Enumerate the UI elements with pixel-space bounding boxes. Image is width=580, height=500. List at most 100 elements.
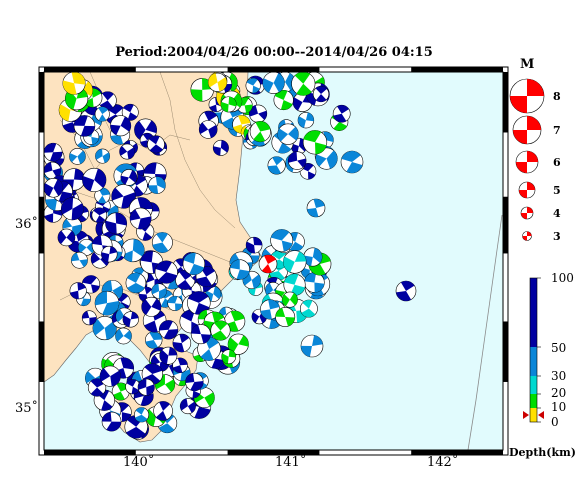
focal-mechanism bbox=[151, 232, 173, 254]
focal-mechanism bbox=[275, 307, 296, 328]
focal-mechanism bbox=[121, 103, 139, 121]
focal-mechanism bbox=[151, 283, 167, 299]
focal-mechanism bbox=[249, 120, 271, 143]
focal-mechanism bbox=[115, 327, 132, 345]
map-title: Period:2004/04/26 00:00--2014/04/26 04:1… bbox=[115, 45, 433, 60]
focal-mechanism bbox=[221, 349, 237, 365]
focal-mechanism bbox=[82, 167, 107, 193]
focal-mechanism bbox=[260, 299, 281, 320]
focal-mechanism bbox=[129, 207, 152, 230]
focal-mechanism bbox=[62, 71, 86, 95]
focal-mechanism bbox=[57, 228, 76, 247]
frame-tick-bar bbox=[227, 450, 320, 455]
focal-mechanism bbox=[229, 259, 250, 280]
magnitude-legend-ball-8 bbox=[509, 78, 545, 114]
focal-mechanism bbox=[167, 295, 183, 312]
focal-mechanism bbox=[81, 310, 97, 326]
focal-mechanism bbox=[43, 161, 62, 180]
focal-mechanism bbox=[120, 169, 138, 186]
depth-marker-right bbox=[538, 411, 544, 419]
frame-tick-bar bbox=[44, 67, 136, 72]
frame-tick-bar bbox=[227, 67, 320, 72]
focal-mechanism bbox=[125, 272, 147, 294]
focal-mechanism bbox=[172, 333, 192, 353]
lat-label-36: 36˚ bbox=[15, 217, 39, 232]
focal-mechanism bbox=[110, 115, 132, 137]
focal-mechanism bbox=[290, 137, 308, 155]
focal-mechanism bbox=[60, 197, 84, 221]
magnitude-legend-title: M bbox=[520, 57, 535, 72]
focal-mechanism bbox=[245, 77, 261, 94]
frame-tick-bar bbox=[411, 67, 503, 72]
focal-mechanism bbox=[172, 357, 188, 374]
focal-mechanism bbox=[270, 229, 294, 252]
depth-band bbox=[530, 347, 537, 376]
focal-mechanism bbox=[287, 151, 307, 170]
prefecture-border bbox=[159, 71, 236, 229]
focal-mechanism bbox=[137, 378, 155, 396]
magnitude-label-3: 3 bbox=[553, 230, 561, 243]
focal-mechanism bbox=[303, 247, 323, 267]
focal-mechanism bbox=[210, 320, 231, 341]
trench-line bbox=[467, 214, 503, 451]
focal-mechanism bbox=[182, 252, 206, 276]
focal-mechanism bbox=[207, 72, 228, 92]
frame-tick-bar bbox=[44, 450, 136, 455]
focal-mechanism bbox=[99, 365, 121, 387]
magnitude-legend-ball-4 bbox=[520, 206, 534, 220]
legend-layer bbox=[509, 78, 545, 423]
lon-label-140: 140˚ bbox=[123, 455, 155, 470]
magnitude-label-6: 6 bbox=[553, 156, 561, 169]
depth-tick-30: 30 bbox=[551, 369, 567, 383]
focal-mechanism bbox=[277, 123, 299, 145]
focal-mechanism bbox=[147, 135, 165, 154]
depth-band bbox=[530, 278, 537, 347]
latest-event-mechanism bbox=[258, 254, 278, 274]
focal-mechanism bbox=[227, 333, 249, 355]
depth-tick-50: 50 bbox=[551, 341, 567, 355]
focal-mechanism bbox=[134, 407, 150, 423]
frame-tick-bar bbox=[39, 196, 44, 254]
focal-mechanism bbox=[111, 184, 136, 209]
depth-tick-20: 20 bbox=[551, 386, 567, 400]
focal-mechanism bbox=[159, 346, 178, 365]
focal-mechanism bbox=[297, 112, 315, 129]
focal-mechanism bbox=[81, 275, 101, 294]
focal-mechanism bbox=[185, 372, 204, 392]
lon-label-142: 142˚ bbox=[427, 455, 459, 470]
focal-mechanism bbox=[43, 178, 64, 198]
focal-mechanism bbox=[179, 309, 204, 334]
focal-mechanism bbox=[69, 148, 86, 165]
magnitude-label-4: 4 bbox=[553, 207, 561, 220]
focal-mechanism bbox=[281, 291, 298, 308]
magnitude-legend-ball-3 bbox=[522, 231, 532, 241]
frame-tick-bar bbox=[411, 450, 503, 455]
focal-mechanism bbox=[71, 251, 88, 269]
focal-mechanism bbox=[101, 245, 118, 263]
focal-mechanism bbox=[111, 382, 130, 401]
focal-mechanism bbox=[94, 106, 110, 122]
depth-marker-left bbox=[523, 411, 529, 419]
focal-mechanism bbox=[153, 401, 173, 421]
focal-mechanism bbox=[148, 176, 166, 194]
focal-mechanism bbox=[122, 311, 139, 328]
depth-band bbox=[530, 394, 537, 408]
focal-mechanism bbox=[121, 238, 145, 263]
focal-mechanism bbox=[69, 282, 87, 300]
focal-mechanism bbox=[95, 148, 110, 164]
focal-mechanism bbox=[212, 139, 229, 156]
focal-mechanism bbox=[105, 212, 128, 235]
frame-tick-bar bbox=[39, 321, 44, 382]
focal-mechanism bbox=[101, 411, 122, 432]
focal-mechanism bbox=[267, 156, 286, 175]
depth-legend-unit: Depth(km) bbox=[509, 446, 576, 459]
focal-mechanism bbox=[125, 379, 141, 395]
frame-tick-bar bbox=[39, 72, 44, 133]
frame-tick-bar bbox=[503, 321, 508, 382]
focal-mechanism bbox=[299, 299, 318, 318]
focal-mechanism bbox=[312, 85, 330, 103]
map-layer bbox=[38, 66, 509, 456]
magnitude-legend-ball-6 bbox=[515, 150, 539, 174]
